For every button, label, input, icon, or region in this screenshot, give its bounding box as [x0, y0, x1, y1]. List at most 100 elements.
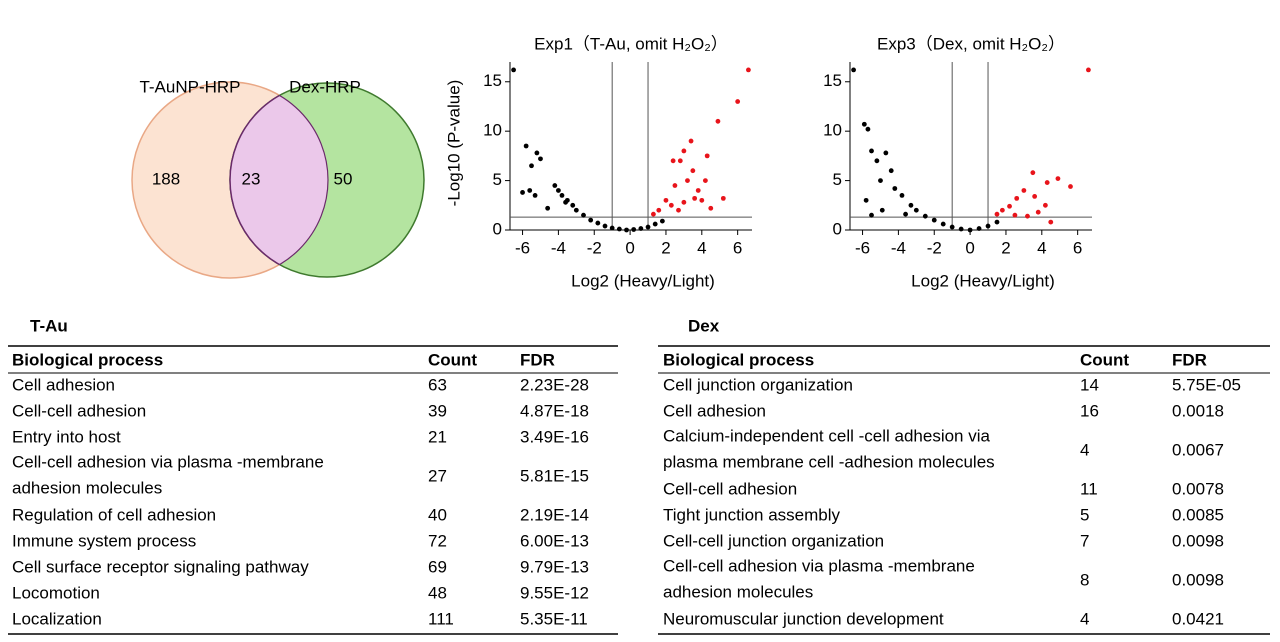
x-tick-label: -4	[551, 238, 566, 257]
cell-count: 11	[1080, 479, 1098, 498]
y-tick-label: 15	[823, 71, 842, 90]
point	[552, 183, 558, 188]
cell-fdr: 0.0098	[1172, 570, 1224, 589]
point	[676, 207, 681, 213]
point	[681, 199, 687, 205]
cell-count: 5	[1080, 505, 1089, 524]
point	[523, 143, 529, 149]
point	[883, 150, 889, 156]
point	[672, 183, 678, 188]
point	[931, 217, 937, 223]
point	[913, 207, 919, 213]
cell-text: Tight junction assembly	[663, 505, 841, 524]
point	[702, 178, 708, 183]
point	[651, 211, 656, 217]
point	[878, 178, 883, 183]
cell-text: Neuromuscular junction development	[663, 609, 944, 628]
point	[563, 199, 568, 205]
point	[715, 118, 721, 124]
point	[1068, 184, 1073, 189]
point	[1012, 212, 1018, 218]
point	[708, 205, 714, 211]
point	[670, 158, 676, 164]
x-tick-label: 4	[697, 238, 706, 257]
point	[588, 217, 594, 223]
y-tick-label: 0	[493, 219, 502, 238]
cell-text: Calcium-independent cell -cell adhesion …	[663, 426, 991, 445]
table-title: T-Au	[30, 316, 68, 335]
point	[704, 153, 710, 159]
point	[534, 150, 540, 156]
y-tick-label: 15	[483, 71, 502, 90]
cell-count: 4	[1080, 440, 1089, 459]
point	[863, 197, 869, 203]
x-tick-label: -6	[515, 238, 530, 257]
point	[888, 168, 894, 174]
point	[879, 207, 885, 213]
point	[692, 195, 698, 201]
y-tick-label: 5	[833, 170, 842, 189]
point	[1048, 219, 1054, 225]
point	[511, 67, 516, 73]
chart-title: Exp1（T-Au, omit H₂O₂）	[534, 34, 728, 53]
venn-count: 23	[242, 169, 261, 188]
chart-title: Exp3（Dex, omit H₂O₂）	[877, 34, 1065, 53]
x-tick-label: 6	[1073, 238, 1082, 257]
point	[1032, 194, 1038, 199]
point	[1055, 176, 1061, 182]
point	[570, 202, 576, 208]
cell-text: Localization	[12, 609, 102, 628]
point	[699, 197, 705, 203]
cell-text: Cell-cell junction organization	[663, 531, 884, 550]
table-header: Count	[428, 350, 477, 369]
point	[1014, 195, 1020, 201]
cell-text: Cell-cell adhesion	[12, 401, 146, 420]
y-tick-label: 10	[823, 121, 842, 140]
cell-count: 7	[1080, 531, 1089, 550]
point	[892, 186, 898, 191]
cell-fdr: 0.0067	[1172, 440, 1224, 459]
cell-fdr: 0.0085	[1172, 505, 1224, 524]
point	[1044, 180, 1050, 185]
point	[532, 193, 538, 198]
cell-text: Cell-cell adhesion via plasma -membrane	[663, 556, 975, 575]
cell-count: 4	[1080, 609, 1089, 628]
cell-text: Cell adhesion	[663, 401, 766, 420]
cell-text: adhesion molecules	[12, 478, 162, 497]
table-header: Biological process	[663, 350, 814, 369]
point	[538, 156, 543, 162]
y-axis-label: -Log10 (P-value)	[444, 80, 463, 207]
x-tick-label: -2	[587, 238, 602, 257]
point	[573, 207, 579, 213]
point	[949, 224, 955, 230]
point	[695, 188, 701, 193]
point	[967, 227, 973, 233]
point	[677, 158, 683, 164]
point	[681, 148, 687, 154]
point	[529, 163, 534, 169]
point	[645, 224, 651, 230]
cell-count: 39	[428, 401, 447, 420]
point	[908, 202, 914, 208]
point	[869, 148, 874, 154]
point	[746, 67, 751, 73]
table-header: FDR	[1172, 350, 1207, 369]
point	[631, 227, 637, 232]
cell-text: Cell surface receptor signaling pathway	[12, 557, 309, 576]
cell-fdr: 0.0421	[1172, 609, 1224, 628]
cell-fdr: 0.0078	[1172, 479, 1224, 498]
y-tick-label: 5	[493, 170, 502, 189]
cell-count: 111	[428, 609, 454, 628]
cell-text: adhesion molecules	[663, 582, 813, 601]
point	[922, 213, 928, 219]
point	[1086, 67, 1091, 73]
point	[851, 67, 856, 73]
point	[1035, 209, 1041, 215]
table-header: Count	[1080, 350, 1129, 369]
point	[595, 220, 601, 226]
cell-fdr: 3.49E-16	[520, 427, 589, 446]
y-tick-label: 0	[833, 219, 842, 238]
cell-count: 48	[428, 583, 447, 602]
point	[1025, 213, 1030, 219]
